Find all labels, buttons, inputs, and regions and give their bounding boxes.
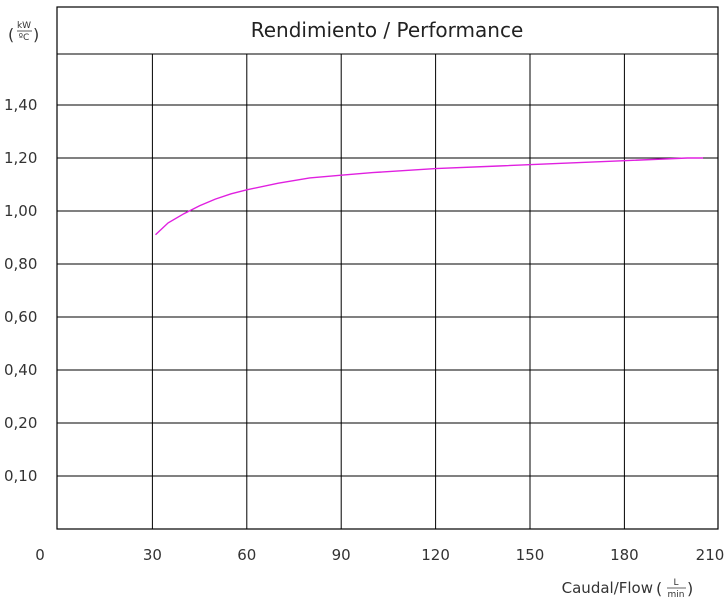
x-tick-label: 0 <box>35 546 45 564</box>
y-unit-close-paren: ) <box>33 25 39 44</box>
x-tick-label: 180 <box>610 546 639 564</box>
x-unit-close-paren: ) <box>687 579 693 598</box>
x-unit-numerator: L <box>673 578 678 588</box>
y-unit-denominator: ºC <box>19 33 30 43</box>
y-unit-label: ( kW ºC ) <box>8 21 39 44</box>
x-axis-label: Caudal/Flow ( L min ) <box>562 578 694 600</box>
y-tick-label: 0,10 <box>4 467 37 485</box>
x-axis-title: Caudal/Flow <box>562 579 653 597</box>
y-unit-numerator: kW <box>17 21 31 31</box>
y-tick-labels: 0,10 0,20 0,40 0,60 0,80 1,00 1,20 1,40 <box>4 96 37 485</box>
x-tick-label: 30 <box>143 546 162 564</box>
y-tick-label: 1,40 <box>4 96 37 114</box>
series-line <box>155 157 704 236</box>
x-tick-label: 210 <box>696 546 725 564</box>
y-tick-label: 0,20 <box>4 414 37 432</box>
x-tick-label: 60 <box>237 546 256 564</box>
y-tick-label: 0,60 <box>4 308 37 326</box>
x-unit-denominator: min <box>668 590 685 600</box>
y-tick-label: 1,00 <box>4 202 37 220</box>
x-tick-labels: 0 30 60 90 120 150 180 210 <box>35 546 724 564</box>
x-tick-label: 90 <box>332 546 351 564</box>
x-tick-label: 150 <box>516 546 545 564</box>
y-tick-label: 1,20 <box>4 149 37 167</box>
chart-title: Rendimiento / Performance <box>251 18 524 42</box>
plot-frame <box>56 6 719 530</box>
x-unit-open-paren: ( <box>656 579 662 598</box>
y-tick-label: 0,80 <box>4 255 37 273</box>
grid-lines <box>57 54 718 529</box>
x-tick-label: 120 <box>421 546 450 564</box>
y-tick-label: 0,40 <box>4 361 37 379</box>
y-unit-open-paren: ( <box>8 25 14 44</box>
